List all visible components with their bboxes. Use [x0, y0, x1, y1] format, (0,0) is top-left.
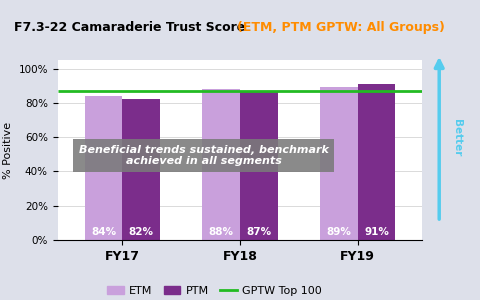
Text: Beneficial trends sustained, benchmark
achieved in all segments: Beneficial trends sustained, benchmark a…: [79, 145, 328, 166]
Bar: [122, 99, 160, 240]
Bar: [240, 91, 277, 240]
Text: 91%: 91%: [364, 226, 389, 237]
Legend: ETM, PTM, GPTW Top 100: ETM, PTM, GPTW Top 100: [102, 282, 326, 300]
Bar: [358, 84, 396, 240]
Text: 84%: 84%: [91, 226, 116, 237]
Y-axis label: % Positive: % Positive: [3, 122, 13, 178]
Text: (ETM, PTM GPTW: All Groups): (ETM, PTM GPTW: All Groups): [237, 21, 445, 34]
Text: 89%: 89%: [326, 226, 351, 237]
Text: 87%: 87%: [246, 226, 271, 237]
Text: F7.3-22 Camaraderie Trust Score: F7.3-22 Camaraderie Trust Score: [14, 21, 250, 34]
Text: Better: Better: [452, 119, 462, 157]
Text: 88%: 88%: [209, 226, 234, 237]
Text: 82%: 82%: [129, 226, 154, 237]
Bar: [84, 96, 122, 240]
Bar: [203, 89, 240, 240]
Bar: [320, 87, 358, 240]
